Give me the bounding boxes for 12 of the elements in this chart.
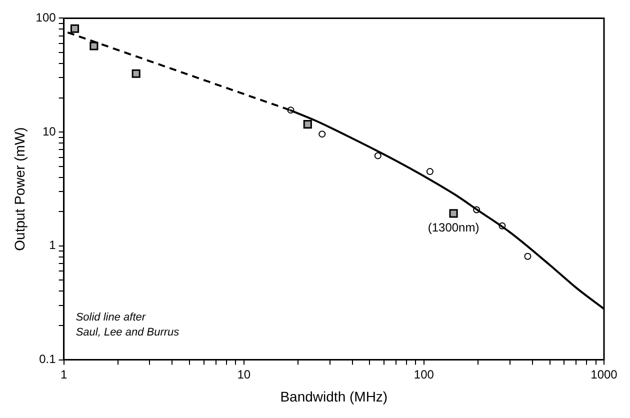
y-axis-title: Output Power (mW) [11, 127, 28, 251]
x-axis-title: Bandwidth (MHz) [280, 388, 388, 404]
annotation: (1300nm) [428, 220, 480, 235]
y-tick-label: 1 [49, 238, 56, 252]
x-tick-label: 1 [60, 367, 68, 382]
y-tick-label: 10 [42, 124, 56, 138]
x-tick-label: 10 [237, 367, 251, 382]
x-tick-label: 100 [414, 367, 434, 382]
x-tick-label: 1000 [590, 367, 618, 382]
y-tick-label: 100 [36, 10, 56, 25]
annotation: Solid line after Saul, Lee and Burrus [76, 311, 180, 338]
y-tick-label: 0.1 [39, 352, 56, 366]
